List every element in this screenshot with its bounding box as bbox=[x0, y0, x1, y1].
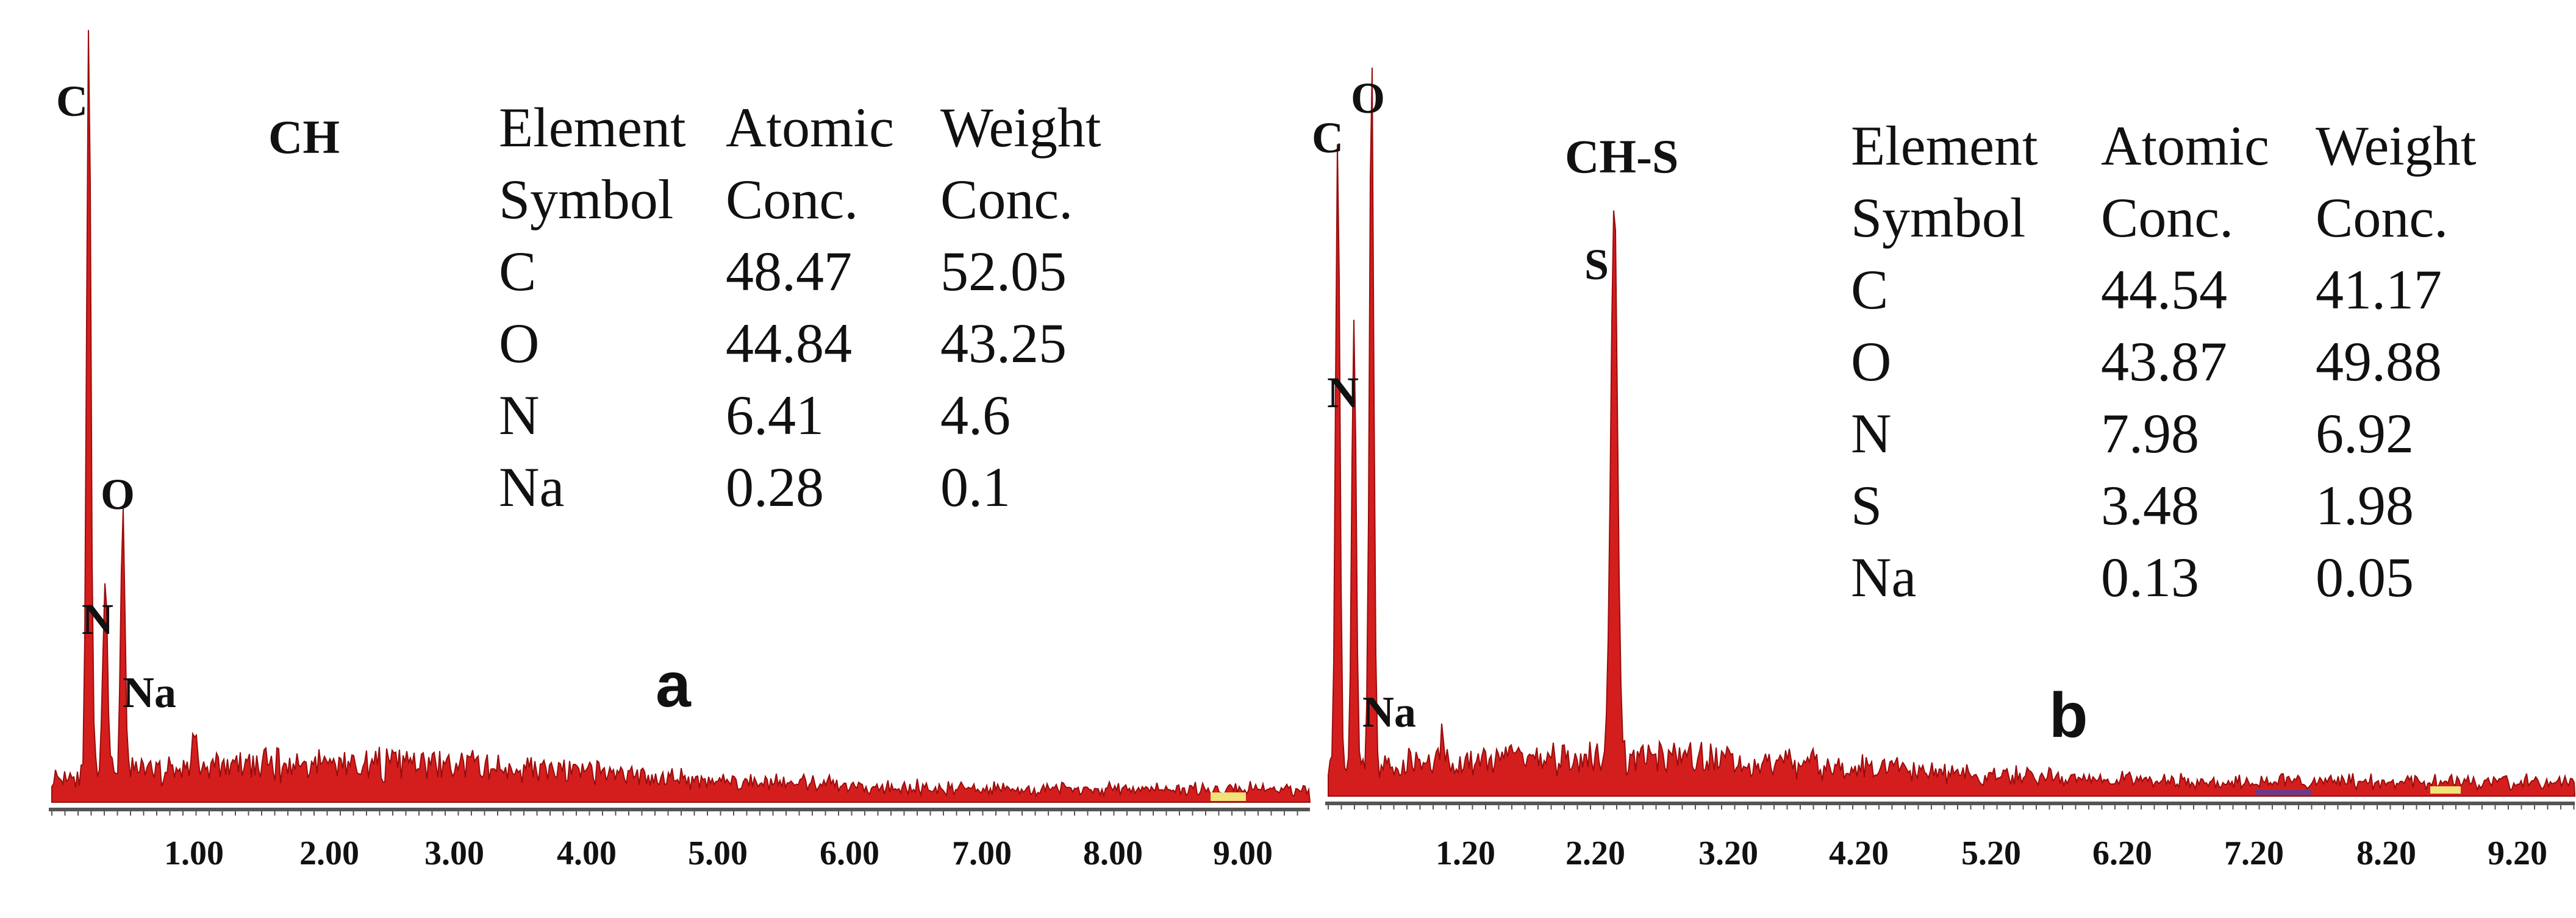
x-tick-label: 9.20 bbox=[2488, 834, 2547, 872]
panel-b: 1.20 2.20 3.20 4.20 5.20 6.20 7.20 8.20 9.20 C N O N… bbox=[1311, 0, 2576, 918]
atomic-conc-value: 44.54 bbox=[2101, 258, 2227, 321]
header-atomic-conc: Conc. bbox=[726, 168, 859, 230]
atomic-conc-value: 0.13 bbox=[2101, 546, 2199, 608]
element-symbol: O bbox=[499, 312, 540, 374]
header-atomic: Atomic bbox=[726, 96, 894, 158]
peak-label-n: N bbox=[1327, 368, 1359, 417]
spectrum-b-plot: 1.20 2.20 3.20 4.20 5.20 6.20 7.20 8.20 9.20CNON… bbox=[1312, 67, 2576, 872]
x-tick-label: 8.20 bbox=[2356, 834, 2416, 872]
element-symbol: C bbox=[1851, 258, 1889, 321]
element-symbol: C bbox=[499, 240, 537, 302]
x-tick-label: 3.20 bbox=[1698, 834, 1758, 872]
header-weight: Weight bbox=[940, 96, 1101, 158]
atomic-conc-value: 7.98 bbox=[2101, 402, 2199, 464]
x-tick-label: 5.00 bbox=[688, 834, 748, 872]
peak-label-c: C bbox=[1312, 113, 1343, 162]
table-row: O 43.87 49.88 bbox=[1851, 326, 2476, 397]
atomic-conc-value: 48.47 bbox=[726, 240, 852, 302]
x-tick-label: 7.00 bbox=[952, 834, 1012, 872]
atomic-conc-value: 3.48 bbox=[2101, 474, 2199, 536]
element-symbol: Na bbox=[499, 456, 565, 518]
header-weight: Weight bbox=[2316, 115, 2477, 177]
header-weight-conc: Conc. bbox=[2316, 187, 2449, 249]
atomic-conc-value: 43.87 bbox=[2101, 330, 2227, 393]
table-header-row: Element Atomic Weight bbox=[1851, 110, 2476, 182]
header-weight-conc: Conc. bbox=[940, 168, 1073, 230]
weight-conc-value: 43.25 bbox=[940, 312, 1067, 374]
weight-conc-value: 1.98 bbox=[2316, 474, 2414, 536]
header-element: Element bbox=[1851, 115, 2038, 177]
element-symbol: Na bbox=[1851, 546, 1917, 608]
table-row: S 3.48 1.98 bbox=[1851, 469, 2476, 541]
x-tick-label: 6.20 bbox=[2092, 834, 2152, 872]
spectrum-area bbox=[51, 30, 1311, 803]
sample-title-a: CH bbox=[268, 110, 340, 163]
panel-label-b: b bbox=[2049, 680, 2088, 751]
weight-conc-value: 0.1 bbox=[940, 456, 1011, 518]
sample-title-b: CH-S bbox=[1565, 130, 1679, 183]
element-symbol: N bbox=[499, 384, 540, 446]
x-tick-label: 1.20 bbox=[1436, 834, 1495, 872]
weight-conc-value: 41.17 bbox=[2316, 258, 2442, 321]
peak-label-na: Na bbox=[123, 668, 176, 717]
element-symbol: S bbox=[1851, 474, 1883, 536]
x-tick-label: 4.20 bbox=[1829, 834, 1889, 872]
header-symbol: Symbol bbox=[499, 168, 674, 230]
table-row: Na 0.28 0.1 bbox=[499, 451, 1101, 523]
peak-label-o: O bbox=[101, 470, 135, 519]
region-marker bbox=[2430, 786, 2461, 794]
peak-label-na: Na bbox=[1362, 688, 1416, 736]
header-atomic: Atomic bbox=[2101, 115, 2269, 177]
panel-label-a: a bbox=[656, 650, 691, 721]
table-row: N 7.98 6.92 bbox=[1851, 397, 2476, 469]
table-header-row: Element Atomic Weight bbox=[499, 91, 1101, 163]
x-tick-label: 5.20 bbox=[1961, 834, 2021, 872]
peak-label-s: S bbox=[1584, 240, 1609, 289]
panel-a: 1.00 2.00 3.00 4.00 5.00 6.00 7.00 8.00 9.00 C N O N… bbox=[49, 30, 1311, 872]
x-tick-label: 6.00 bbox=[820, 834, 879, 872]
composition-table-a: Element Atomic Weight Symbol Conc. Conc.… bbox=[499, 91, 1101, 523]
peak-label-o: O bbox=[1351, 74, 1385, 123]
header-atomic-conc: Conc. bbox=[2101, 187, 2234, 249]
peak-label-n: N bbox=[82, 595, 113, 644]
x-tick-label: 9.00 bbox=[1213, 834, 1273, 872]
weight-conc-value: 4.6 bbox=[940, 384, 1011, 446]
x-tick-label: 2.00 bbox=[299, 834, 359, 872]
x-tick-label: 7.20 bbox=[2224, 834, 2284, 872]
atomic-conc-value: 6.41 bbox=[726, 384, 824, 446]
table-row: O 44.84 43.25 bbox=[499, 307, 1101, 379]
x-tick-label: 3.00 bbox=[424, 834, 484, 872]
weight-conc-value: 6.92 bbox=[2316, 402, 2414, 464]
weight-conc-value: 49.88 bbox=[2316, 330, 2442, 393]
weight-conc-value: 52.05 bbox=[940, 240, 1067, 302]
weight-conc-value: 0.05 bbox=[2316, 546, 2414, 608]
table-row: C 44.54 41.17 bbox=[1851, 254, 2476, 326]
x-tick-label: 1.00 bbox=[164, 834, 224, 872]
element-symbol: O bbox=[1851, 330, 1892, 393]
table-row: Na 0.13 0.05 bbox=[1851, 541, 2476, 613]
element-symbol: N bbox=[1851, 402, 1892, 464]
composition-table-b: Element Atomic Weight Symbol Conc. Conc.… bbox=[1851, 110, 2476, 613]
table-header-row: Symbol Conc. Conc. bbox=[499, 163, 1101, 235]
x-tick-label: 8.00 bbox=[1083, 834, 1143, 872]
peak-label-c: C bbox=[56, 77, 88, 126]
table-row: C 48.47 52.05 bbox=[499, 235, 1101, 307]
region-marker bbox=[1211, 792, 1246, 801]
x-tick-label: 2.20 bbox=[1565, 834, 1625, 872]
region-marker bbox=[2255, 790, 2311, 795]
table-header-row: Symbol Conc. Conc. bbox=[1851, 182, 2476, 254]
table-row: N 6.41 4.6 bbox=[499, 379, 1101, 451]
atomic-conc-value: 44.84 bbox=[726, 312, 852, 374]
spectrum-a-plot: 1.00 2.00 3.00 4.00 5.00 6.00 7.00 8.00 9.00CNON… bbox=[49, 30, 1311, 872]
header-element: Element bbox=[499, 96, 686, 158]
x-tick-label: 4.00 bbox=[557, 834, 617, 872]
atomic-conc-value: 0.28 bbox=[726, 456, 824, 518]
header-symbol: Symbol bbox=[1851, 187, 2026, 249]
spectrum-area bbox=[1328, 67, 2576, 797]
